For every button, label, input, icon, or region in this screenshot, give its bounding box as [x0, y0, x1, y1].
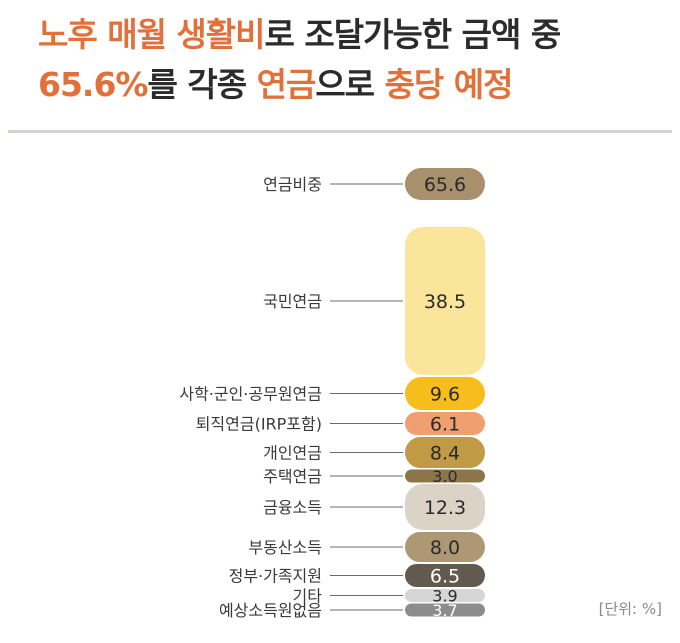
value-label: 3.7	[432, 601, 457, 620]
title-line-2: 65.6%를 각종 연금으로 충당 예정	[38, 60, 560, 110]
bar-segment	[405, 589, 485, 602]
bar-segment	[405, 227, 485, 375]
unit-label: [단위: %]	[598, 600, 662, 618]
category-label: 사학·군인·공무원연금	[179, 385, 322, 404]
chart-title: 노후 매월 생활비로 조달가능한 금액 중 65.6%를 각종 연금으로 충당 …	[38, 10, 562, 110]
value-label: 12.3	[424, 497, 466, 519]
value-label: 6.5	[430, 565, 460, 587]
category-label: 금융소득	[263, 498, 322, 517]
title-text: 으로	[315, 65, 375, 104]
category-label: 예상소득원없음	[219, 601, 322, 620]
bar-segment	[405, 564, 485, 587]
bar-segment	[405, 437, 485, 468]
category-label: 부동산소득	[248, 538, 322, 557]
title-highlight: 노후 매월 생활비	[38, 15, 265, 54]
value-label: 3.0	[432, 467, 457, 486]
category-label: 퇴직연금(IRP포함)	[196, 415, 322, 434]
category-label: 기타	[293, 587, 323, 606]
title-text: 로 조달가능한 금액 중	[264, 15, 562, 54]
category-label: 개인연금	[263, 444, 322, 463]
value-label: 38.5	[424, 291, 466, 313]
category-label: 주택연금	[263, 467, 322, 486]
value-label: 65.6	[424, 174, 466, 196]
value-label: 9.6	[430, 383, 460, 405]
value-label: 3.9	[432, 586, 457, 605]
title-divider	[8, 130, 672, 133]
value-label: 8.0	[430, 537, 460, 559]
value-label: 8.4	[430, 442, 460, 464]
title-highlight: 65.6%	[38, 65, 148, 104]
bar-segment	[405, 377, 485, 410]
value-label: 6.1	[430, 413, 460, 435]
bar-segment	[405, 532, 485, 562]
title-highlight: 연금	[256, 65, 317, 104]
bar-segment	[405, 484, 485, 530]
title-line-1: 노후 매월 생활비로 조달가능한 금액 중	[38, 10, 562, 60]
bar-segment	[405, 168, 485, 200]
bar-segment	[405, 412, 485, 435]
bar-segment	[405, 469, 485, 483]
title-highlight: 충당 예정	[384, 65, 514, 104]
bar-segment	[405, 603, 485, 617]
category-label: 연금비중	[263, 175, 322, 194]
category-label: 국민연금	[263, 292, 322, 311]
category-label: 정부·가족지원	[229, 567, 322, 586]
title-text: 를 각종	[147, 65, 248, 104]
